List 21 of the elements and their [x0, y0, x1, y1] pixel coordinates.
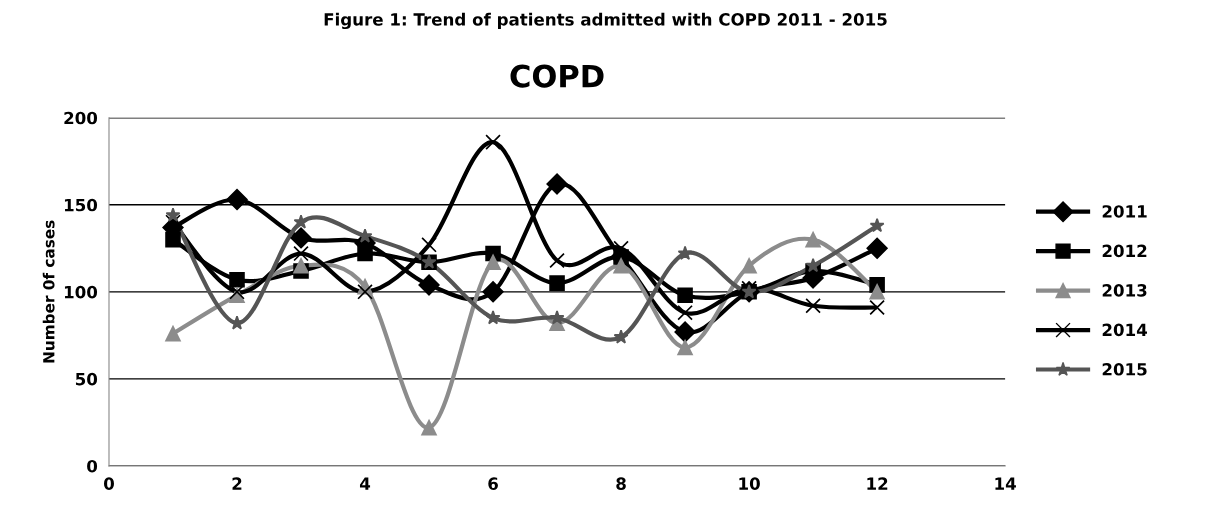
- x-tick-label: 4: [359, 477, 371, 490]
- y-tick-label: 100: [64, 285, 98, 299]
- legend-label: 2015: [1102, 363, 1147, 376]
- y-tick-label: 200: [64, 111, 98, 125]
- y-tick-label: 50: [75, 372, 98, 386]
- x-tick-label: 8: [616, 477, 626, 490]
- legend-label: 2013: [1102, 284, 1147, 297]
- x-tick-label: 2: [232, 477, 242, 490]
- legend-label: 2012: [1102, 244, 1147, 258]
- y-tick-label: 150: [64, 198, 98, 212]
- x-tick-label: 0: [103, 477, 114, 490]
- y-axis-title: Number 0f cases: [42, 220, 55, 363]
- chart-title: COPD: [510, 64, 604, 88]
- chart-subtitle: Figure 1: Trend of patients admitted with COPD 2011 - 2015: [324, 12, 887, 30]
- x-tick-label: 12: [867, 477, 888, 490]
- y-tick-label: 0: [87, 459, 98, 473]
- x-tick-label: 6: [488, 477, 498, 490]
- legend-label: 2011: [1102, 205, 1147, 218]
- x-tick-label: 10: [739, 477, 760, 490]
- x-tick-label: 14: [995, 477, 1016, 490]
- legend-label: 2014: [1102, 323, 1148, 337]
